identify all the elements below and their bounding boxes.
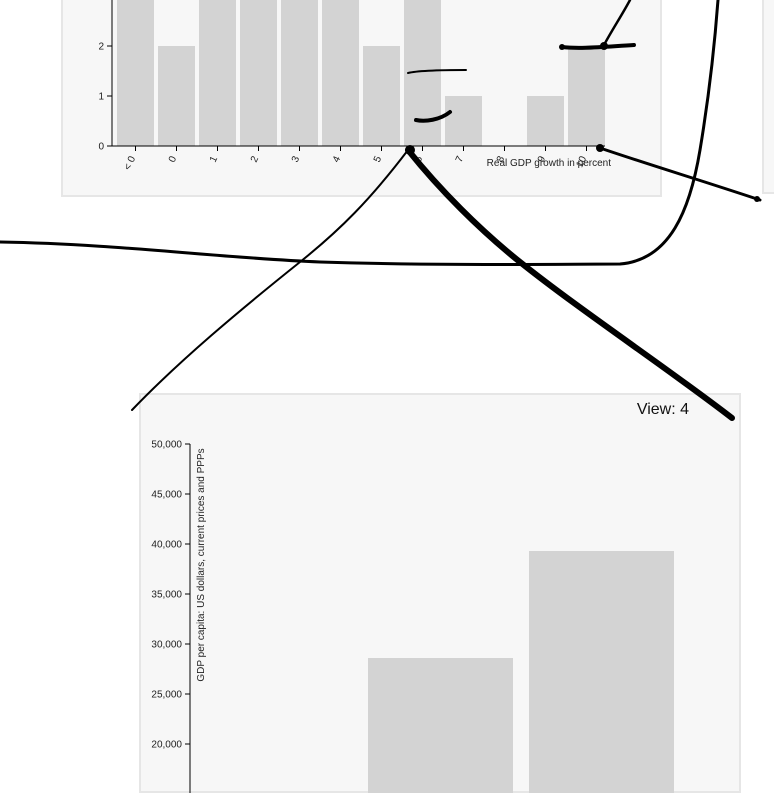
bar-3	[240, 0, 277, 146]
x-tick-label: 4	[331, 154, 344, 164]
bar-8	[445, 96, 482, 146]
x-tick-label: 7	[454, 154, 467, 164]
y-tick-label: 1	[98, 92, 104, 103]
x-axis-title: Real GDP growth in percent	[487, 158, 612, 169]
ink-dot-10	[600, 42, 608, 50]
y-tick-label: 30,000	[151, 640, 182, 651]
stroke-dash-bar-6b	[414, 110, 452, 123]
y-tick-label: 50,000	[151, 440, 182, 451]
adjacent-panel-edge	[762, 0, 774, 194]
bar-1	[158, 46, 195, 146]
handwritten-annotations	[0, 0, 762, 421]
bar-4	[281, 0, 318, 146]
x-tick-label: 8	[495, 154, 508, 164]
bar-1	[529, 551, 674, 793]
y-tick-label: 20,000	[151, 740, 182, 751]
ink-dot-10b	[559, 44, 565, 50]
stroke-thin-left-arrow	[131, 149, 409, 411]
ink-dot-right	[596, 144, 604, 152]
x-tick-label: 0	[167, 154, 180, 164]
x-tick-label: 2	[249, 154, 262, 164]
view-label: View: 4	[636, 401, 689, 418]
bar-0	[117, 0, 154, 146]
stroke-top-right-check	[602, 0, 632, 47]
y-tick-label: 40,000	[151, 540, 182, 551]
ink-dot-left	[405, 145, 415, 155]
stroke-curved-horizontal	[0, 0, 720, 266]
ink-dot-tail	[754, 196, 760, 202]
x-tick-label: 5	[372, 154, 385, 164]
bottom-bar-chart: 20,000 25,000 30,000 35,000 40,000 45,000 50,0…	[151, 440, 674, 793]
stroke-dash-bar-6a	[407, 69, 467, 74]
y-tick-label: 25,000	[151, 690, 182, 701]
bar-2	[199, 0, 236, 146]
x-tick-label: 10	[575, 154, 590, 169]
bar-5	[322, 0, 359, 146]
bar-6	[363, 46, 400, 146]
bar-11	[568, 46, 605, 146]
bar-0	[368, 658, 513, 793]
y-axis-title: GDP per capita: US dollars, current pric…	[196, 448, 207, 681]
y-tick-label: 2	[98, 42, 104, 53]
stroke-thick-right-arrow	[405, 147, 735, 421]
x-tick-label: 1	[208, 154, 221, 164]
stroke-dash-bar-10	[560, 43, 636, 50]
x-tick-label: 3	[290, 154, 303, 164]
x-tick-label: 9	[536, 154, 549, 164]
stroke-right-tail	[598, 146, 762, 202]
y-tick-label: 35,000	[151, 590, 182, 601]
y-tick-label: 0	[98, 142, 104, 153]
bar-10	[527, 96, 564, 146]
y-tick-label: 45,000	[151, 490, 182, 501]
